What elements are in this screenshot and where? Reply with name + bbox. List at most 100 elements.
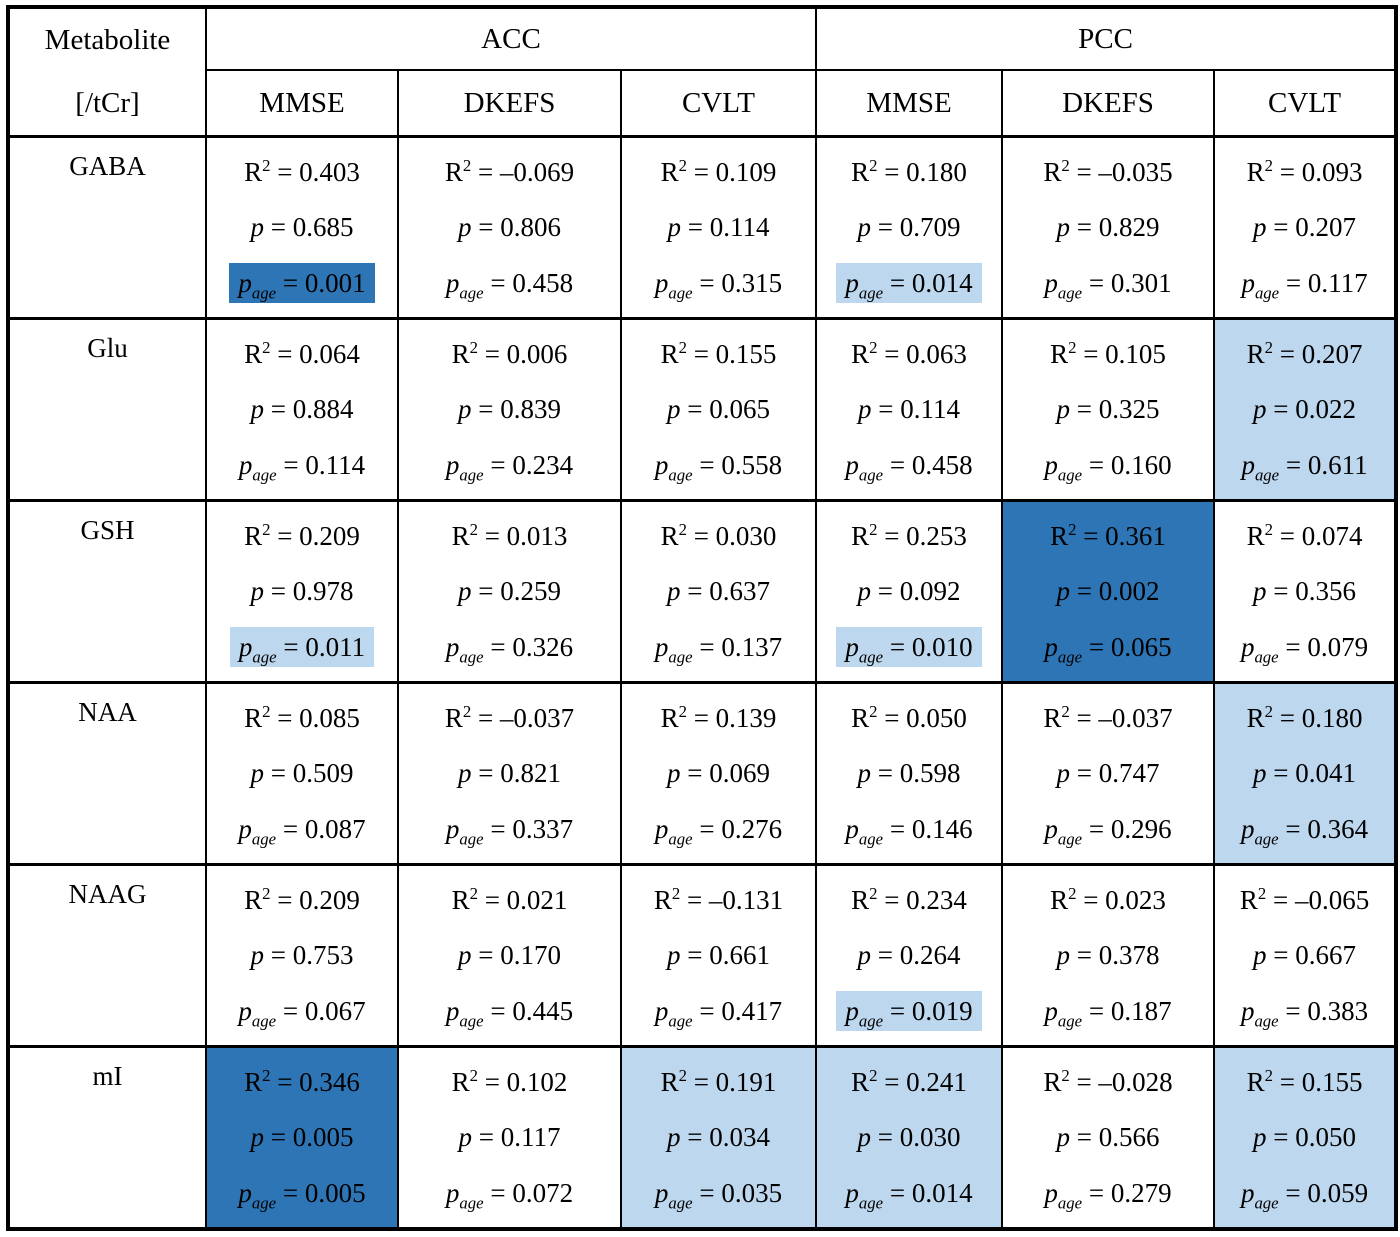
column-header-pcc-mmse: MMSE: [815, 69, 1003, 138]
r-squared-value: R2 = –0.037: [1043, 702, 1173, 734]
p-value: p = 0.884: [250, 394, 354, 425]
result-cell-NAA-acc-cvlt: R2 = 0.139 p = 0.069 page = 0.276: [620, 681, 817, 866]
p-value: p = 0.207: [1253, 212, 1356, 243]
metabolite-header-line1: Metabolite: [44, 23, 171, 56]
region-header-acc: ACC: [205, 6, 817, 71]
result-cell-GSH-pcc-dkefs: R2 = 0.361 p = 0.002 page = 0.065: [1001, 499, 1215, 684]
metabolite-row-NAAG: NAAG R2 = 0.209 p = 0.753 page = 0.067 R2 = …: [7, 863, 1398, 1048]
r-squared-value: R2 = 0.013: [451, 520, 568, 552]
r-squared-value: R2 = 0.093: [1246, 156, 1363, 188]
result-cell-GABA-pcc-mmse: R2 = 0.180 p = 0.709 page = 0.014: [815, 135, 1003, 320]
r-squared-value: R2 = 0.085: [244, 702, 360, 734]
region-header-row: Metabolite [/tCr] ACC PCC: [7, 6, 1398, 138]
result-cell-GABA-acc-dkefs: R2 = –0.069 p = 0.806 page = 0.458: [397, 135, 622, 320]
p-age-value: page = 0.326: [445, 631, 574, 667]
result-cell-Glu-pcc-cvlt: R2 = 0.207 p = 0.022 page = 0.611: [1212, 317, 1398, 502]
result-cell-NAA-pcc-mmse: R2 = 0.050 p = 0.598 page = 0.146: [815, 681, 1003, 866]
column-header-acc-dkefs: DKEFS: [397, 69, 622, 138]
p-value: p = 0.092: [857, 576, 961, 607]
metabolite-header-line2: [/tCr]: [75, 86, 140, 119]
p-value: p = 0.022: [1253, 394, 1356, 425]
result-cell-GABA-acc-mmse: R2 = 0.403 p = 0.685 page = 0.001: [205, 135, 399, 320]
p-value: p = 0.661: [667, 940, 770, 971]
result-cell-NAAG-pcc-dkefs: R2 = 0.023 p = 0.378 page = 0.187: [1001, 863, 1215, 1048]
result-cell-Glu-pcc-mmse: R2 = 0.063 p = 0.114 page = 0.458: [815, 317, 1003, 502]
r-squared-value: R2 = 0.109: [660, 156, 777, 188]
p-value: p = 0.356: [1253, 576, 1356, 607]
p-age-value: page = 0.160: [1044, 449, 1172, 485]
r-squared-value: R2 = 0.209: [244, 520, 360, 552]
p-age-value: page = 0.383: [1240, 995, 1369, 1031]
metabolite-name-Glu: Glu: [7, 317, 207, 502]
r-squared-value: R2 = 0.180: [1246, 702, 1363, 734]
result-cell-NAAG-acc-cvlt: R2 = –0.131 p = 0.661 page = 0.417: [620, 863, 817, 1048]
metabolite-row-GSH: GSH R2 = 0.209 p = 0.978 page = 0.011 R2 = 0…: [7, 499, 1398, 684]
r-squared-value: R2 = –0.037: [444, 702, 575, 734]
p-value: p = 0.005: [250, 1122, 354, 1153]
r-squared-value: R2 = 0.403: [244, 156, 360, 188]
p-age-value: page = 0.067: [238, 995, 366, 1031]
r-squared-value: R2 = 0.102: [451, 1066, 568, 1098]
r-squared-value: R2 = –0.028: [1043, 1066, 1173, 1098]
result-cell-GSH-acc-cvlt: R2 = 0.030 p = 0.637 page = 0.137: [620, 499, 817, 684]
p-age-value: page = 0.014: [836, 262, 982, 303]
r-squared-value: R2 = 0.253: [851, 520, 967, 552]
metabolite-name-GSH: GSH: [7, 499, 207, 684]
result-cell-GABA-pcc-cvlt: R2 = 0.093 p = 0.207 page = 0.117: [1212, 135, 1398, 320]
p-age-value: page = 0.019: [836, 990, 982, 1031]
result-cell-NAAG-pcc-mmse: R2 = 0.234 p = 0.264 page = 0.019: [815, 863, 1003, 1048]
metabolite-name-NAA: NAA: [7, 681, 207, 866]
metabolite-name-NAAG: NAAG: [7, 863, 207, 1048]
p-age-value: page = 0.187: [1044, 995, 1172, 1031]
p-age-value: page = 0.315: [654, 267, 783, 303]
p-value: p = 0.753: [250, 940, 354, 971]
r-squared-value: R2 = –0.069: [444, 156, 575, 188]
result-cell-GSH-pcc-mmse: R2 = 0.253 p = 0.092 page = 0.010: [815, 499, 1003, 684]
result-cell-Glu-acc-mmse: R2 = 0.064 p = 0.884 page = 0.114: [205, 317, 399, 502]
p-age-value: page = 0.065: [1044, 631, 1172, 667]
p-age-value: page = 0.059: [1240, 1177, 1369, 1213]
metabolite-name-mI: mI: [7, 1045, 207, 1231]
p-age-value: page = 0.296: [1044, 813, 1172, 849]
p-value: p = 0.667: [1253, 940, 1356, 971]
p-age-value: page = 0.146: [845, 813, 973, 849]
column-header-acc-cvlt: CVLT: [620, 69, 817, 138]
p-value: p = 0.806: [458, 212, 561, 243]
p-age-value: page = 0.458: [845, 449, 973, 485]
r-squared-value: R2 = 0.180: [851, 156, 967, 188]
p-value: p = 0.709: [857, 212, 961, 243]
r-squared-value: R2 = –0.065: [1239, 884, 1370, 916]
column-header-pcc-cvlt: CVLT: [1212, 69, 1398, 138]
p-value: p = 0.114: [667, 212, 770, 243]
p-age-value: page = 0.276: [654, 813, 783, 849]
p-age-value: page = 0.337: [445, 813, 574, 849]
r-squared-value: R2 = 0.050: [851, 702, 967, 734]
p-age-value: page = 0.558: [654, 449, 783, 485]
p-value: p = 0.259: [458, 576, 561, 607]
p-value: p = 0.821: [458, 758, 561, 789]
p-value: p = 0.264: [857, 940, 961, 971]
r-squared-value: R2 = 0.346: [244, 1066, 360, 1098]
p-value: p = 0.839: [458, 394, 561, 425]
region-header-pcc: PCC: [814, 6, 1398, 71]
p-value: p = 0.685: [250, 212, 354, 243]
metabolite-column-header: Metabolite [/tCr]: [7, 6, 207, 138]
p-age-value: page = 0.005: [238, 1177, 366, 1213]
metabolite-row-GABA: GABA R2 = 0.403 p = 0.685 page = 0.001 R2 = …: [7, 135, 1398, 320]
r-squared-value: R2 = 0.241: [851, 1066, 967, 1098]
r-squared-value: R2 = 0.207: [1246, 338, 1363, 370]
p-age-value: page = 0.114: [238, 449, 366, 485]
r-squared-value: R2 = 0.064: [244, 338, 360, 370]
p-age-value: page = 0.279: [1044, 1177, 1172, 1213]
result-cell-NAA-pcc-cvlt: R2 = 0.180 p = 0.041 page = 0.364: [1212, 681, 1398, 866]
column-header-acc-mmse: MMSE: [205, 69, 399, 138]
p-value: p = 0.566: [1056, 1122, 1160, 1153]
r-squared-value: R2 = 0.021: [451, 884, 568, 916]
r-squared-value: R2 = 0.074: [1246, 520, 1363, 552]
result-cell-Glu-pcc-dkefs: R2 = 0.105 p = 0.325 page = 0.160: [1001, 317, 1215, 502]
p-age-value: page = 0.611: [1241, 449, 1368, 485]
p-value: p = 0.747: [1056, 758, 1160, 789]
p-age-value: page = 0.087: [238, 813, 366, 849]
r-squared-value: R2 = 0.155: [660, 338, 777, 370]
